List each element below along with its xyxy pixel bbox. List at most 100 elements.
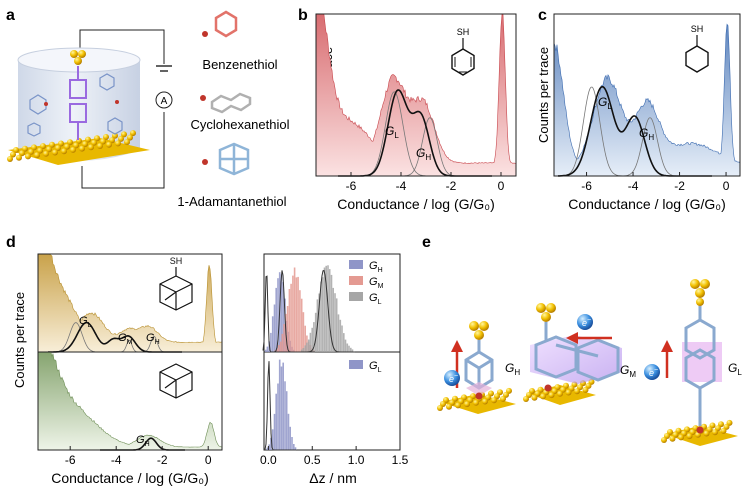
junction-label-gh: GH — [505, 361, 520, 377]
dz-bar-gl — [343, 333, 345, 352]
y-axis-label-c: Counts per trace — [536, 47, 551, 143]
ammeter-symbol: A — [161, 96, 168, 107]
dz-bar-gh — [271, 316, 274, 352]
dz-bars — [264, 265, 354, 450]
gold-atom — [118, 135, 124, 142]
x-tick-label: 0.0 — [260, 453, 277, 467]
dz-bar-gl — [287, 413, 290, 450]
gold-atom — [686, 433, 693, 440]
peak-label-gh-c: GH — [639, 126, 654, 142]
dz-fit-gl — [297, 269, 355, 353]
electron-gm — [577, 314, 593, 330]
gold-atom — [115, 140, 121, 147]
gold-atom — [540, 393, 546, 400]
cyclohexanethiol-model — [200, 92, 252, 114]
panel-label-e: e — [422, 234, 431, 251]
histogram-b — [315, 13, 517, 177]
gold-atom — [121, 131, 127, 138]
panel-e: e e− GH — [422, 234, 742, 446]
dz-bar-gm — [283, 324, 285, 352]
x-axis-label-b: Conductance / log (G/G₀) — [337, 196, 495, 212]
gold-atom — [13, 147, 19, 153]
dz-bar-gl — [293, 444, 295, 450]
gold-atom — [130, 130, 136, 137]
gold-atom — [67, 139, 73, 146]
electron-symbol-gh: e− — [449, 373, 458, 384]
legend-label-gl: GL — [369, 292, 382, 306]
gold-atom — [31, 144, 37, 151]
legend-label-gl-bottom: GL — [369, 360, 382, 374]
panel-label-a: a — [6, 7, 15, 24]
gold-atom — [7, 156, 13, 162]
x-tick-label: 0 — [498, 179, 505, 193]
peak-label-gl-d: GL — [79, 315, 92, 329]
gold-atom — [557, 390, 563, 397]
dz-bar-gl — [323, 267, 326, 352]
dz-bar-gh — [287, 331, 290, 352]
dz-bar-gm — [297, 276, 299, 352]
dz-x-ticks: 0.0 0.5 1.0 1.5 — [260, 446, 409, 467]
x-tick-label: -2 — [674, 179, 685, 193]
dz-bar-gl — [341, 325, 343, 352]
histogram-d-bottom — [37, 351, 223, 451]
x-tick-label: 0.5 — [304, 453, 321, 467]
benzenethiol-model — [202, 10, 238, 38]
x-tick-label: 0 — [205, 453, 212, 467]
gold-atom — [91, 139, 97, 146]
x-tick-label: -4 — [111, 453, 122, 467]
x-tick-label: -2 — [157, 453, 168, 467]
gold-atom — [446, 403, 452, 410]
gold-atom — [100, 138, 106, 145]
dz-bar-gm — [292, 275, 294, 352]
legend-label-gm: GM — [369, 276, 384, 290]
dz-legend-bottom: GL — [349, 360, 382, 374]
dz-bar-gh — [291, 346, 293, 352]
dz-bar-gm — [276, 348, 278, 352]
x-ticks-c: -6 -4 -2 0 — [581, 172, 730, 193]
dz-bar-gl — [291, 437, 293, 450]
dz-bar-gl — [300, 349, 303, 352]
plot-frame-b — [315, 13, 517, 177]
junction-gh: e− GH — [437, 321, 520, 414]
dz-bar-gl — [309, 332, 312, 352]
peak-label-gm-d: GM — [118, 332, 133, 346]
dz-bar-gl — [332, 287, 334, 352]
dz-bar-gh — [270, 332, 272, 352]
plot-frame-c — [553, 13, 741, 177]
gold-atom — [464, 401, 470, 408]
x-tick-label: -6 — [65, 453, 76, 467]
dz-bar-gl — [325, 265, 327, 352]
dz-bar-gl — [321, 277, 324, 352]
junction-molecule — [69, 66, 87, 140]
dz-bar-gh — [280, 274, 283, 352]
gold-atom — [669, 435, 676, 442]
dz-bar-gl — [270, 437, 272, 450]
gold-atom — [678, 434, 684, 441]
gold-atom — [79, 145, 85, 152]
dz-bar-gl — [271, 429, 274, 450]
dz-bar-gh — [264, 349, 267, 352]
dz-bar-gh — [282, 282, 284, 352]
dz-bar-gm — [300, 298, 303, 352]
gold-atom — [94, 135, 100, 142]
junction-label-gl: GL — [728, 361, 742, 377]
svg-text:SH: SH — [170, 256, 183, 266]
gold-atom — [97, 143, 103, 149]
gold-atom — [531, 394, 538, 401]
dz-bar-gl — [280, 366, 283, 450]
dz-bar-gl — [334, 293, 336, 352]
gold-atom — [124, 139, 130, 146]
gold-atom — [491, 397, 497, 404]
gold-atom — [127, 134, 133, 141]
panel-a: a A — [6, 7, 290, 209]
peak-label-gh-d: GH — [146, 332, 160, 346]
dz-bar-gl — [311, 327, 313, 352]
x-tick-label: -6 — [346, 179, 357, 193]
histogram-d-top — [37, 253, 223, 353]
dz-bar-gl — [277, 383, 279, 450]
gold-atom — [565, 389, 572, 396]
solvent-volume — [18, 60, 140, 161]
x-axis-label-c: Conductance / log (G/G₀) — [568, 196, 726, 212]
legend-label-gh: GH — [369, 260, 383, 274]
dz-bar-gl — [302, 348, 305, 352]
